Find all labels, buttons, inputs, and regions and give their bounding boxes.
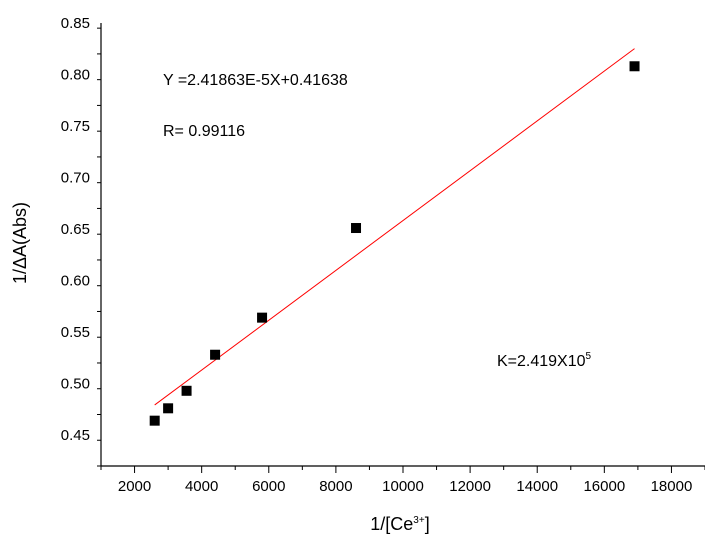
y-tick-label: 0.80 (61, 67, 90, 84)
y-tick-label: 0.55 (61, 324, 90, 341)
x-tick-label: 14000 (516, 478, 558, 495)
r-value-label: R= 0.99116 (163, 123, 245, 140)
y-tick-label: 0.85 (61, 15, 90, 32)
k-value-label: K=2.419X105 (497, 351, 592, 370)
x-tick-label: 6000 (252, 478, 285, 495)
data-point (351, 223, 362, 234)
fit-line (154, 48, 635, 406)
y-tick-label: 0.60 (61, 273, 90, 290)
x-tick-label: 16000 (583, 478, 625, 495)
equation-label: Y =2.41863E-5X+0.41638 (163, 72, 348, 89)
y-axis-ticks: 0.45 0.50 0.55 0.60 0.65 0.70 0.75 0.80 0.85 (61, 15, 101, 467)
k-value-superscript: 5 (586, 351, 592, 362)
y-tick-label: 0.65 (61, 221, 90, 238)
y-tick-label: 0.70 (61, 170, 90, 187)
data-points (149, 61, 640, 426)
x-axis-ticks: 2000 4000 6000 8000 10000 12000 14000 16000 1800… (100, 466, 705, 495)
axes (100, 23, 705, 467)
data-point (149, 415, 160, 426)
x-axis-label-main: 1/[Ce (370, 514, 413, 534)
x-axis-label: 1/[Ce3+] (370, 514, 429, 534)
x-axis-label-superscript: 3+ (413, 515, 425, 526)
y-tick-label: 0.50 (61, 376, 90, 393)
data-point (163, 403, 174, 414)
x-tick-label: 10000 (382, 478, 424, 495)
data-point (181, 385, 192, 396)
x-tick-label: 4000 (185, 478, 218, 495)
x-axis-label-end: ] (425, 514, 430, 534)
x-tick-label: 2000 (118, 478, 151, 495)
data-point (257, 312, 268, 323)
y-tick-label: 0.45 (61, 427, 90, 444)
fit-line-group (154, 48, 635, 406)
k-value-main: K=2.419X10 (497, 353, 586, 370)
data-point (629, 61, 640, 72)
x-tick-label: 12000 (449, 478, 491, 495)
x-tick-label: 18000 (651, 478, 693, 495)
y-axis-label: 1/ΔA(Abs) (10, 202, 30, 284)
y-tick-label: 0.75 (61, 118, 90, 135)
x-tick-label: 8000 (319, 478, 352, 495)
data-point (210, 349, 221, 360)
